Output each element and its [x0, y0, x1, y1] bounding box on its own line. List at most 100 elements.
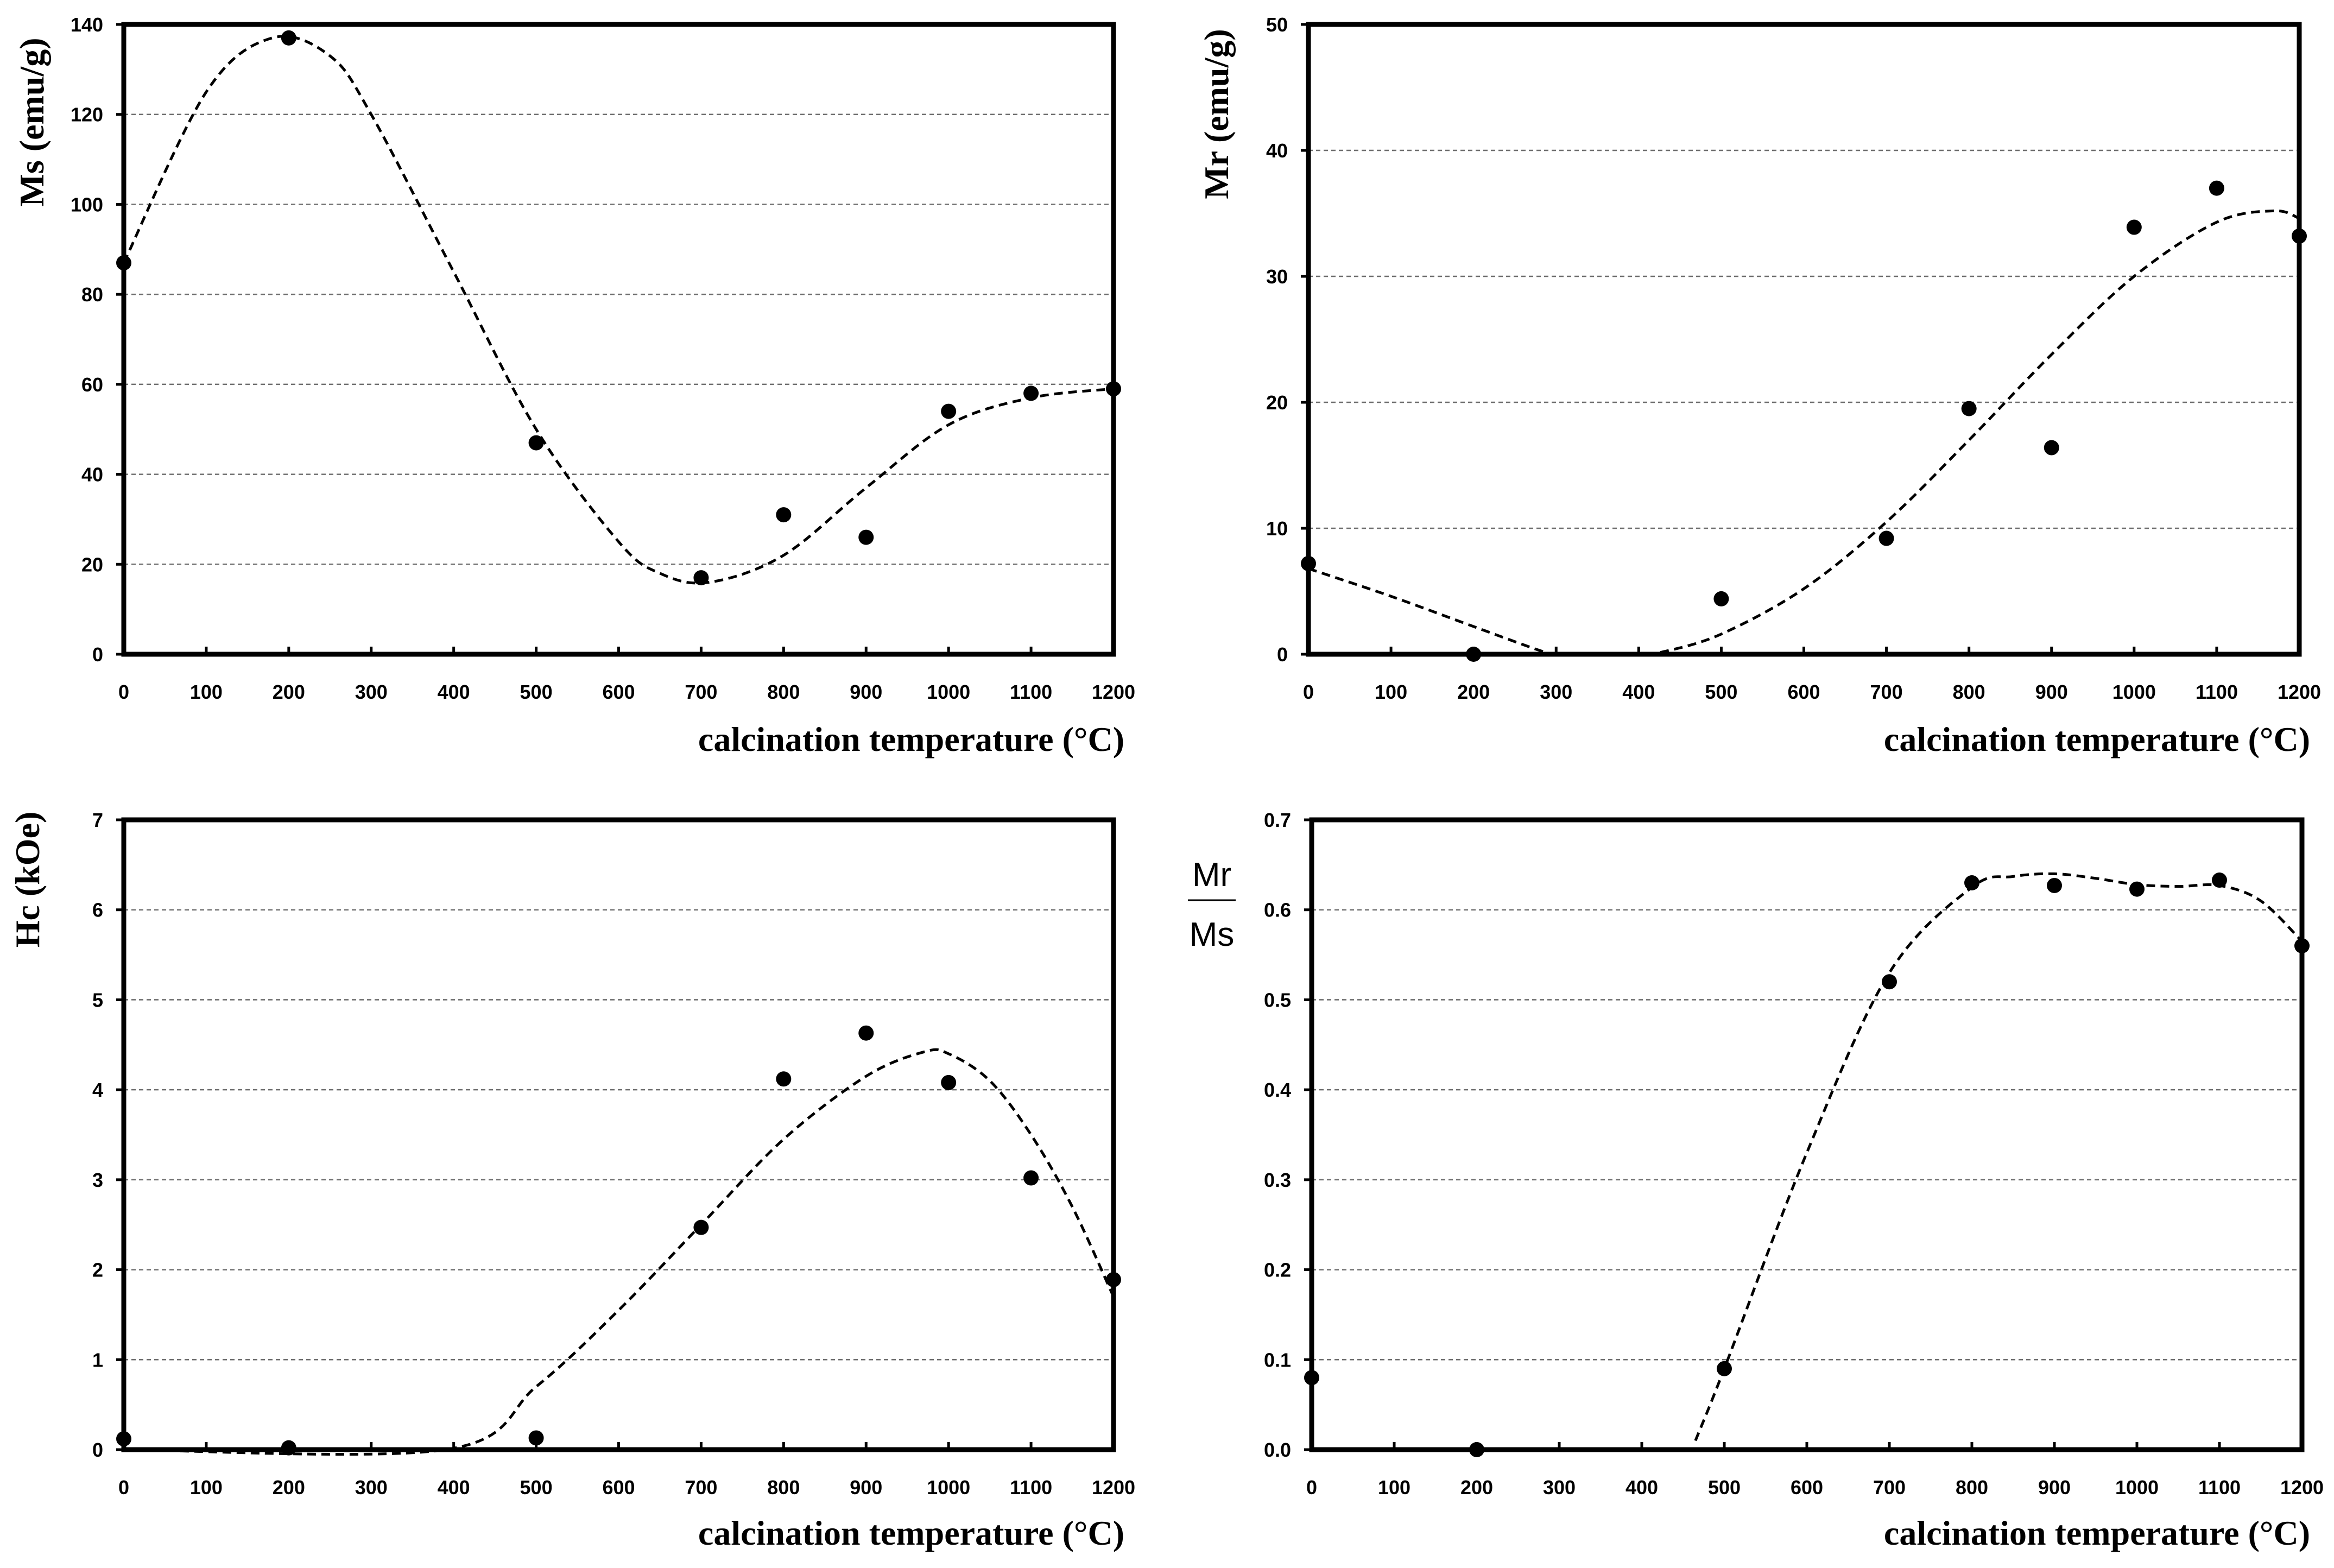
y-tick-label: 2 — [92, 1259, 103, 1281]
data-point — [941, 1074, 957, 1090]
x-tick-label: 1100 — [2198, 1476, 2241, 1499]
data-point — [2209, 180, 2224, 196]
x-tick-label: 200 — [273, 1476, 305, 1499]
data-point — [2129, 881, 2145, 897]
y-tick-label: 100 — [71, 193, 103, 216]
data-point — [2294, 938, 2310, 953]
y-tick-label: 20 — [81, 553, 103, 576]
data-point — [281, 30, 296, 46]
y-tick-label: 5 — [92, 989, 103, 1011]
y-tick-label: 120 — [71, 104, 103, 126]
fit-curve — [1694, 872, 2303, 1441]
data-point — [1469, 1442, 1484, 1457]
panel-mr: Mr (emu/g) calcination temperature (°C) … — [1197, 14, 2321, 758]
x-tick-label: 700 — [685, 681, 717, 703]
x-tick-label: 500 — [520, 681, 553, 703]
x-tick-label: 500 — [520, 1476, 553, 1499]
y-tick-label: 0 — [1277, 643, 1288, 666]
data-point — [528, 1430, 544, 1446]
x-tick-label: 1000 — [2115, 1476, 2159, 1499]
y-axis-title: Ms (emu/g) — [12, 37, 51, 206]
x-tick-label: 200 — [1460, 1476, 1493, 1499]
y-tick-label: 30 — [1266, 265, 1288, 288]
y-tick-label: 40 — [1266, 140, 1288, 162]
x-tick-label: 600 — [602, 1476, 635, 1499]
y-tick-label: 0.6 — [1264, 899, 1291, 921]
y-axis-title-numerator: Mr — [1192, 856, 1231, 894]
y-tick-label: 0.0 — [1264, 1439, 1291, 1461]
x-tick-label: 200 — [1457, 681, 1490, 703]
x-tick-label: 100 — [190, 1476, 223, 1499]
y-tick-label: 80 — [81, 283, 103, 306]
data-point — [941, 403, 957, 419]
data-point — [776, 507, 792, 523]
y-tick-label: 20 — [1266, 391, 1288, 414]
x-tick-label: 1200 — [2280, 1476, 2324, 1499]
x-tick-label: 900 — [850, 1476, 882, 1499]
y-tick-label: 6 — [92, 899, 103, 921]
x-tick-label: 100 — [190, 681, 223, 703]
data-point — [693, 1219, 709, 1235]
x-tick-label: 300 — [1540, 681, 1572, 703]
x-tick-label: 1000 — [2112, 681, 2156, 703]
x-tick-label: 800 — [1956, 1476, 1988, 1499]
panel-mr-ms-ratio: Mr Ms calcination temperature (°C) 0.0 0.… — [1188, 809, 2324, 1552]
x-tick-label: 1100 — [1010, 681, 1052, 703]
data-point — [858, 529, 874, 545]
x-tick-label: 100 — [1378, 1476, 1410, 1499]
plot-frame — [1309, 817, 2305, 1452]
y-tick-label: 4 — [92, 1079, 103, 1101]
x-tick-label: 500 — [1708, 1476, 1741, 1499]
data-point — [2044, 440, 2059, 456]
y-tick-label: 40 — [81, 464, 103, 486]
y-tick-label: 7 — [92, 809, 103, 831]
data-point — [1106, 1272, 1121, 1287]
data-point — [2047, 877, 2062, 893]
x-tick-label: 1200 — [1092, 681, 1135, 703]
x-tick-label: 400 — [438, 681, 470, 703]
x-tick-label: 400 — [1622, 681, 1655, 703]
y-axis-title-denominator: Ms — [1190, 916, 1235, 953]
data-point — [1717, 1361, 1732, 1376]
x-tick-label: 900 — [850, 681, 882, 703]
x-tick-label: 1200 — [1092, 1476, 1135, 1499]
data-point — [116, 255, 131, 271]
y-tick-label: 60 — [81, 374, 103, 396]
y-tick-label: 0 — [92, 1439, 103, 1461]
data-point — [776, 1071, 792, 1087]
y-tick-label: 0.5 — [1264, 989, 1291, 1011]
x-tick-label: 1200 — [2278, 681, 2321, 703]
x-tick-label: 400 — [1625, 1476, 1658, 1499]
x-tick-label: 800 — [767, 1476, 800, 1499]
data-point — [693, 570, 709, 586]
x-tick-label: 300 — [355, 1476, 388, 1499]
data-point — [1023, 1170, 1039, 1186]
data-point — [1301, 555, 1316, 571]
x-axis-title: calcination temperature (°C) — [1884, 720, 2310, 758]
data-point — [1713, 591, 1729, 606]
x-tick-label: 0 — [118, 681, 129, 703]
x-tick-label: 600 — [602, 681, 635, 703]
x-tick-label: 600 — [1791, 1476, 1823, 1499]
x-tick-label: 0 — [118, 1476, 129, 1499]
x-tick-label: 1000 — [927, 1476, 970, 1499]
data-point — [858, 1025, 874, 1041]
data-point — [1878, 530, 1894, 546]
plot-frame — [1306, 22, 2302, 657]
plot-frame — [121, 22, 1116, 657]
x-tick-label: 100 — [1375, 681, 1407, 703]
x-tick-label: 1100 — [1010, 1476, 1052, 1499]
fit-curve — [123, 1048, 1115, 1456]
data-point — [1961, 401, 1977, 416]
x-tick-label: 400 — [438, 1476, 470, 1499]
y-tick-label: 0.3 — [1264, 1169, 1291, 1191]
y-tick-label: 140 — [71, 14, 103, 36]
x-tick-label: 500 — [1705, 681, 1737, 703]
x-axis-title: calcination temperature (°C) — [698, 720, 1124, 758]
data-point — [528, 435, 544, 451]
y-axis-title: Mr (emu/g) — [1197, 29, 1236, 199]
y-tick-label: 10 — [1266, 517, 1288, 540]
y-tick-label: 3 — [92, 1169, 103, 1191]
data-point — [281, 1440, 296, 1456]
x-tick-label: 200 — [273, 681, 305, 703]
